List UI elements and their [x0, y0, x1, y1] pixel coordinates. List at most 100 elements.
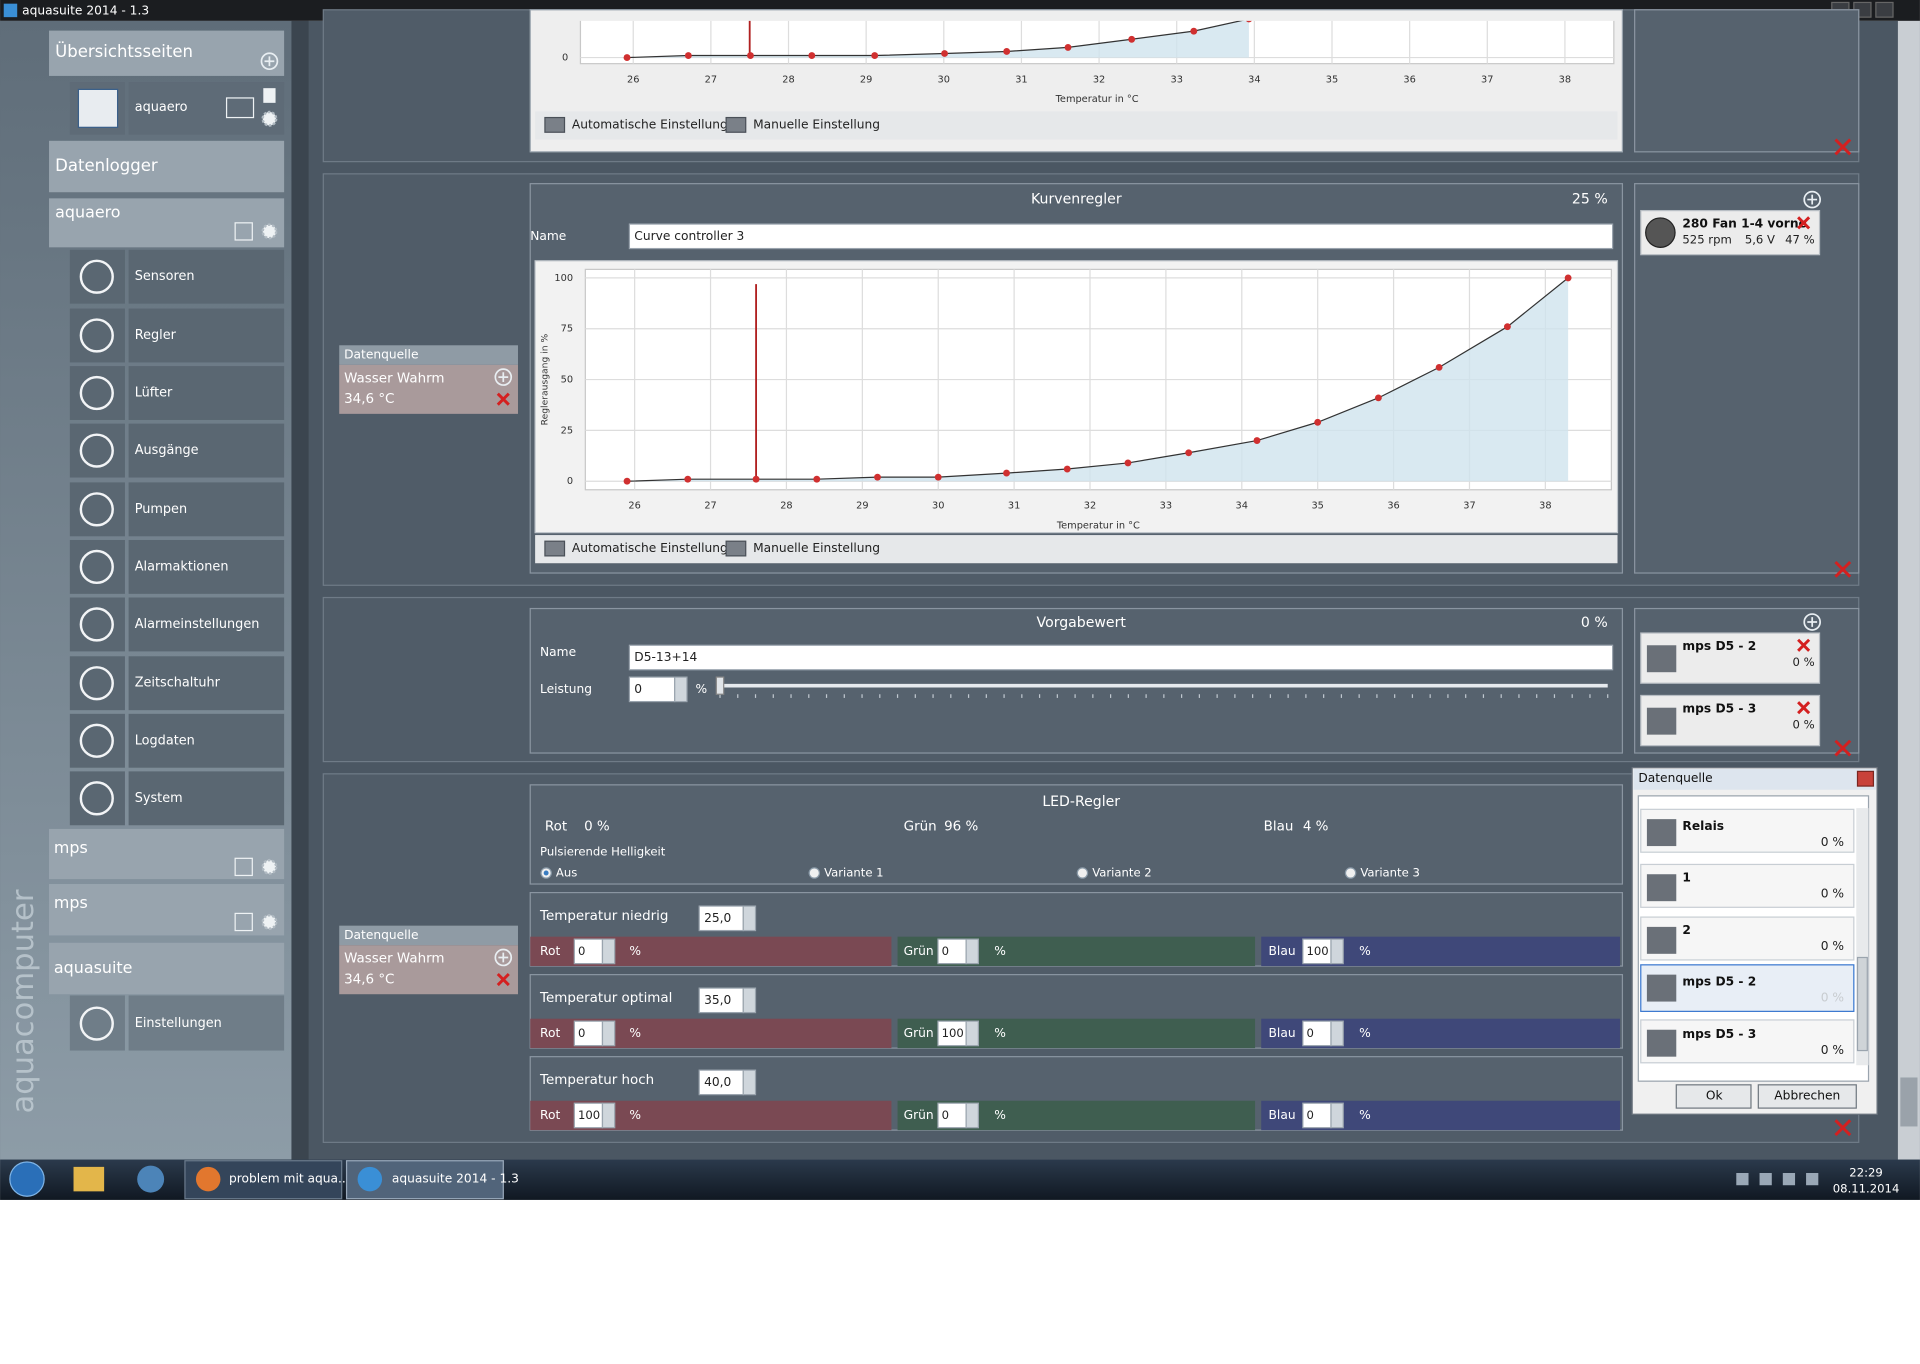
nav-item[interactable] [128, 308, 285, 363]
save-icon[interactable] [234, 222, 253, 241]
window-control[interactable] [1875, 1, 1894, 18]
ok-button[interactable] [1675, 1084, 1752, 1109]
nav-item[interactable] [128, 713, 285, 768]
spin-input[interactable] [937, 1102, 967, 1129]
spin-arrows[interactable] [965, 1102, 979, 1129]
tray-icon[interactable] [1736, 1172, 1749, 1186]
spin-input[interactable] [698, 1069, 744, 1096]
curve-point[interactable] [1063, 465, 1071, 473]
spin-arrows[interactable] [742, 987, 757, 1014]
spin-input[interactable] [573, 1020, 604, 1047]
radio-label[interactable]: Variante 1 [824, 866, 883, 880]
curve-point[interactable] [871, 52, 879, 59]
nav-item[interactable] [128, 656, 285, 711]
add-button[interactable] [1803, 190, 1822, 209]
mode-button[interactable]: Automatische Einstellung [572, 541, 728, 555]
delete-button[interactable] [1834, 739, 1852, 757]
curve-point[interactable] [1564, 274, 1572, 282]
cancel-button[interactable] [1757, 1084, 1857, 1109]
curve-point[interactable] [1128, 35, 1136, 43]
curve-point[interactable] [747, 52, 754, 59]
dialog-close[interactable] [1856, 770, 1875, 787]
name-input[interactable] [628, 223, 1614, 250]
nav-item-icon-box[interactable] [69, 423, 125, 478]
button-icon[interactable] [544, 116, 566, 133]
spin-input[interactable] [1302, 1102, 1332, 1129]
nav-item[interactable] [128, 771, 285, 826]
radio-label[interactable]: Variante 3 [1360, 866, 1419, 880]
spin-input[interactable] [628, 676, 676, 703]
spin-arrows[interactable] [601, 938, 616, 965]
nav-item-icon-box[interactable] [69, 995, 125, 1051]
curve-point[interactable] [1190, 27, 1198, 35]
curve-point[interactable] [1003, 469, 1010, 477]
radio-button[interactable] [1344, 867, 1357, 879]
spin-input[interactable] [1302, 938, 1332, 965]
nav-item-icon-box[interactable] [69, 249, 125, 304]
delete-button[interactable] [1797, 701, 1811, 715]
source-body[interactable] [339, 945, 518, 995]
curve-point[interactable] [874, 473, 881, 481]
curve-point[interactable] [1185, 449, 1193, 457]
dialog-scroll-thumb[interactable] [1856, 956, 1868, 1052]
delete-button[interactable] [496, 972, 510, 987]
spin-arrows[interactable] [965, 1020, 979, 1047]
sidebar-header[interactable] [49, 30, 285, 76]
curve-point[interactable] [1374, 394, 1382, 402]
spin-arrows[interactable] [1330, 938, 1344, 965]
spin-arrows[interactable] [601, 1020, 616, 1047]
curve-point[interactable] [1245, 16, 1252, 23]
save-icon[interactable] [234, 857, 253, 877]
curve-point[interactable] [813, 475, 821, 483]
tray-icon[interactable] [1782, 1172, 1796, 1186]
spin-arrows[interactable] [742, 905, 757, 932]
curve-point[interactable] [808, 52, 816, 59]
curve-point[interactable] [1503, 323, 1511, 331]
name-input[interactable] [628, 644, 1614, 671]
nav-item-icon-box[interactable] [69, 366, 125, 420]
curve-point[interactable] [1314, 418, 1322, 426]
settings-icon[interactable] [261, 914, 278, 930]
nav-item-icon-box[interactable] [69, 308, 125, 363]
button-icon[interactable] [544, 540, 566, 557]
nav-item-icon-box[interactable] [69, 771, 125, 826]
sidebar-header[interactable] [49, 884, 285, 936]
radio-label[interactable]: Aus [556, 866, 577, 880]
nav-item-icon-box[interactable] [69, 539, 125, 594]
curve-point[interactable] [623, 477, 631, 485]
button-icon[interactable] [725, 540, 747, 557]
nav-item[interactable] [128, 249, 285, 304]
curve-point[interactable] [684, 52, 692, 59]
spin-arrows[interactable] [1330, 1102, 1344, 1129]
nav-item-icon-box[interactable] [69, 713, 125, 768]
curve-point[interactable] [1064, 43, 1072, 51]
curve-point[interactable] [1435, 363, 1443, 371]
nav-item[interactable] [128, 366, 285, 420]
spin-arrows[interactable] [674, 676, 688, 703]
spin-arrows[interactable] [1330, 1020, 1344, 1047]
mode-button[interactable]: Manuelle Einstellung [753, 117, 880, 131]
scroll-thumb[interactable] [1900, 1077, 1918, 1127]
spin-input[interactable] [937, 1020, 967, 1047]
spin-input[interactable] [698, 987, 744, 1014]
nav-item-icon-box[interactable] [69, 482, 125, 537]
curve-point[interactable] [684, 475, 692, 483]
curve-point[interactable] [1003, 48, 1011, 55]
curve-point[interactable] [623, 54, 631, 61]
radio-button[interactable] [808, 867, 821, 879]
delete-button[interactable] [1797, 216, 1811, 230]
sidebar-header[interactable] [49, 140, 285, 193]
save-icon[interactable] [234, 912, 253, 932]
spin-input[interactable] [573, 938, 604, 965]
tray-icon[interactable] [1806, 1172, 1819, 1186]
mode-button[interactable]: Manuelle Einstellung [753, 541, 880, 555]
delete-button[interactable] [1834, 138, 1852, 156]
nav-item-icon-box[interactable] [69, 597, 125, 652]
delete-button[interactable] [1797, 638, 1811, 652]
explorer-icon[interactable] [73, 1166, 105, 1192]
button-icon[interactable] [725, 116, 747, 133]
dialog-item[interactable] [1640, 964, 1855, 1012]
curve-point[interactable] [1124, 459, 1132, 467]
source-body[interactable] [339, 364, 518, 414]
curve-point[interactable] [1253, 437, 1261, 444]
